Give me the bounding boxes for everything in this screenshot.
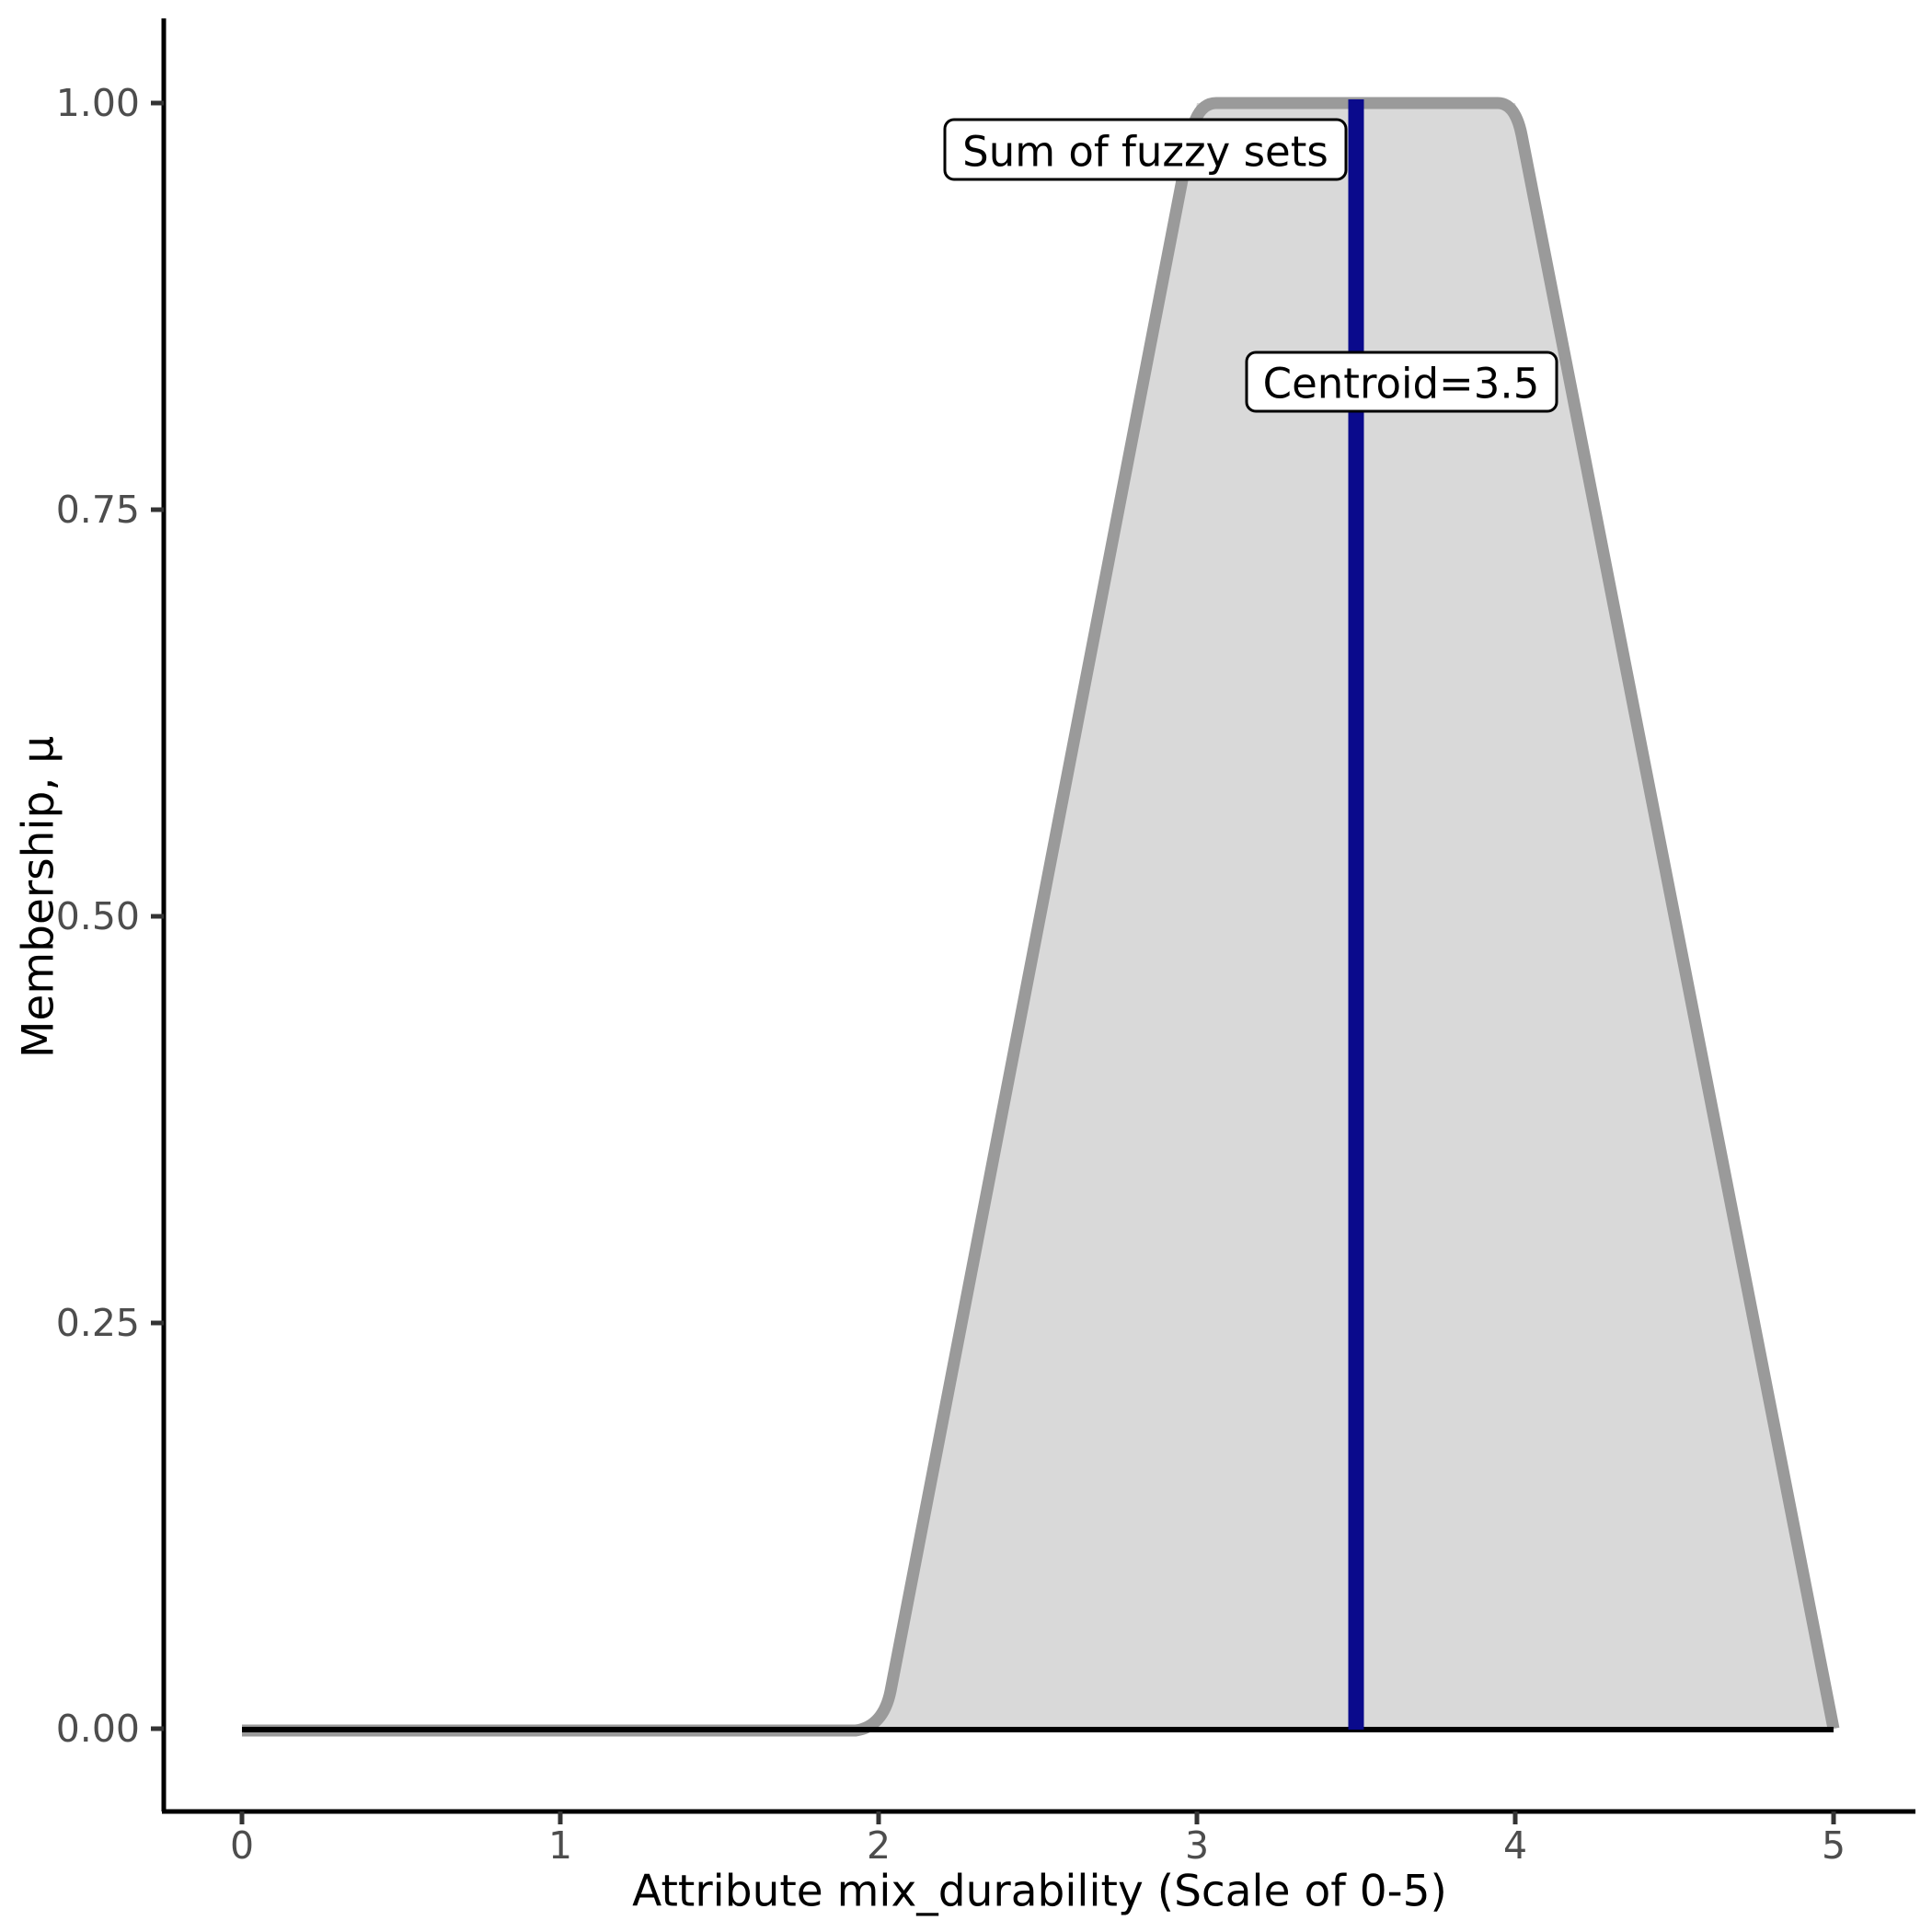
x-tick-marks	[239, 1811, 1836, 1824]
sum-label-text: Sum of fuzzy sets	[962, 128, 1328, 177]
x-tick-label-3: 3	[1185, 1823, 1209, 1868]
sum-label: Sum of fuzzy sets	[943, 118, 1348, 181]
y-tick-label-025: 0.25	[56, 1301, 140, 1345]
sum-label-box	[943, 118, 1348, 181]
x-tick-label-5: 5	[1822, 1823, 1846, 1868]
y-tick-labels: 1.00 0.75 0.50 0.25 0.00	[56, 81, 140, 1751]
x-tick-labels: 0 1 2 3 4 5	[230, 1823, 1846, 1868]
y-tick-label-000: 0.00	[56, 1707, 140, 1751]
y-tick-label-075: 0.75	[56, 488, 140, 532]
x-tick-label-1: 1	[548, 1823, 572, 1868]
x-tick-label-0: 0	[230, 1823, 254, 1868]
centroid-label-text: Centroid=3.5	[1263, 360, 1540, 408]
x-tick-label-4: 4	[1503, 1823, 1527, 1868]
x-axis-title: Attribute mix_durability (Scale of 0-5)	[632, 1867, 1447, 1917]
y-tick-marks	[151, 100, 164, 1731]
x-tick-label-2: 2	[867, 1823, 891, 1868]
y-tick-label-100: 1.00	[56, 81, 140, 125]
y-tick-label-050: 0.50	[56, 894, 140, 938]
centroid-label: Centroid=3.5	[1245, 351, 1558, 413]
centroid-label-box	[1245, 351, 1558, 413]
y-axis-title: Membership, μ	[14, 736, 64, 1058]
membership-outline	[242, 97, 1840, 1737]
